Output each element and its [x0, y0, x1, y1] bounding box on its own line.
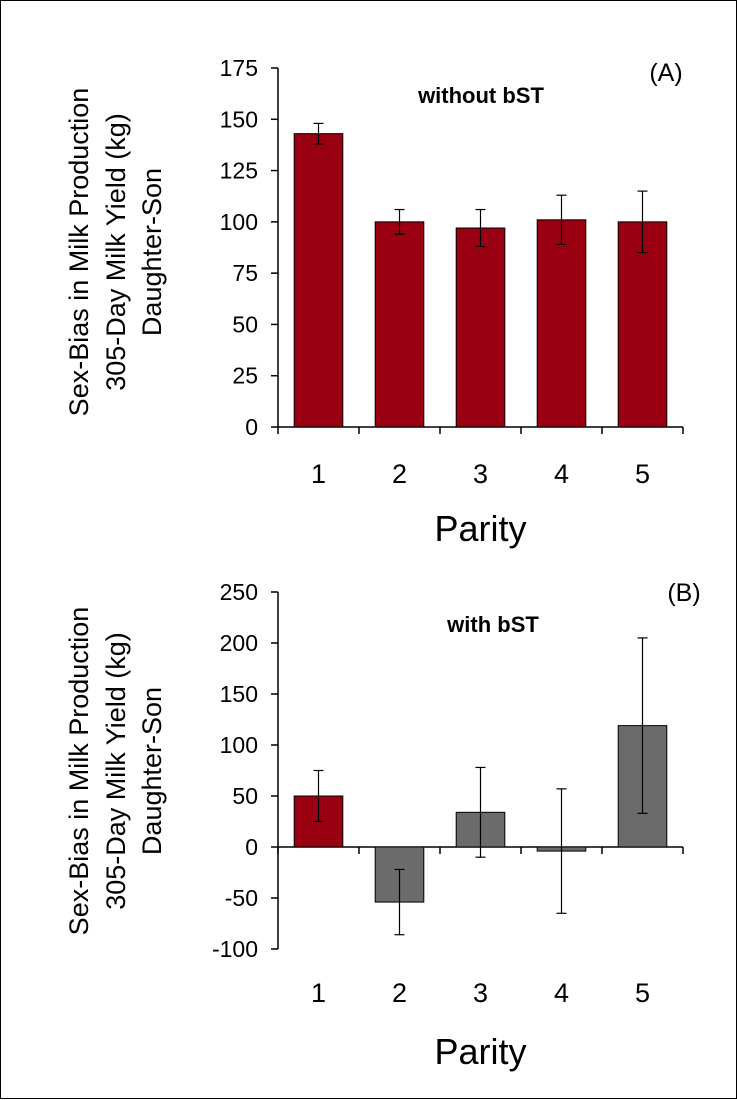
chart2-y-tick-label: 200 [220, 630, 258, 656]
chart2-x-tick-label: 5 [635, 978, 650, 1008]
chart1-y-tick-label: 75 [232, 260, 258, 286]
chart1-y-tick-label: 175 [220, 55, 258, 81]
chart1-bar [293, 133, 344, 428]
chart2-panel-label: (B) [667, 579, 700, 607]
chart1-x-tick-label: 4 [554, 459, 569, 489]
chart1-y-axis-label: Daughter-Son [137, 168, 167, 336]
chart1-bar [536, 219, 587, 428]
chart1-x-tick-label: 1 [311, 459, 326, 489]
chart2-y-tick-label: -100 [212, 936, 258, 962]
chart1-bar [617, 221, 668, 428]
chart2-x-tick-label: 4 [554, 978, 569, 1008]
chart1-x-tick-label: 3 [473, 459, 488, 489]
chart2-x-axis-label: Parity [434, 1031, 526, 1072]
chart2-y-tick-label: 100 [220, 732, 258, 758]
chart1-x-tick-label: 5 [635, 459, 650, 489]
chart1-y-axis-label: 305-Day Milk Yield (kg) [101, 113, 131, 391]
chart2-y-axis-label: Sex-Bias in Milk Production [64, 607, 94, 936]
chart1-panel-label: (A) [649, 59, 682, 87]
chart2-annotation: with bST [446, 612, 539, 637]
chart2-y-tick-label: 250 [220, 579, 258, 605]
chart2-x-tick-label: 3 [473, 978, 488, 1008]
chart1-y-tick-label: 25 [232, 363, 258, 389]
chart1-y-tick-label: 125 [220, 158, 258, 184]
chart1-bar [455, 227, 506, 428]
chart2-y-tick-label: -50 [225, 885, 258, 911]
chart1-bar [374, 221, 425, 428]
chart2-y-tick-label: 0 [245, 834, 258, 860]
chart1-x-axis-label: Parity [434, 508, 526, 549]
chart2-y-tick-label: 150 [220, 681, 258, 707]
chart1-y-tick-label: 0 [245, 414, 258, 440]
chart2-y-axis-label: 305-Day Milk Yield (kg) [101, 632, 131, 910]
chart1-x-tick-label: 2 [392, 459, 407, 489]
chart1-y-tick-label: 50 [232, 311, 258, 337]
chart2-x-tick-label: 2 [392, 978, 407, 1008]
chart1-y-tick-label: 150 [220, 106, 258, 132]
chart2-y-axis-label: Daughter-Son [137, 687, 167, 855]
chart2-y-tick-label: 50 [232, 783, 258, 809]
chart1-y-tick-label: 100 [220, 209, 258, 235]
chart1-annotation: without bST [417, 83, 544, 108]
chart2-x-tick-label: 1 [311, 978, 326, 1008]
chart1-y-axis-label: Sex-Bias in Milk Production [64, 88, 94, 417]
